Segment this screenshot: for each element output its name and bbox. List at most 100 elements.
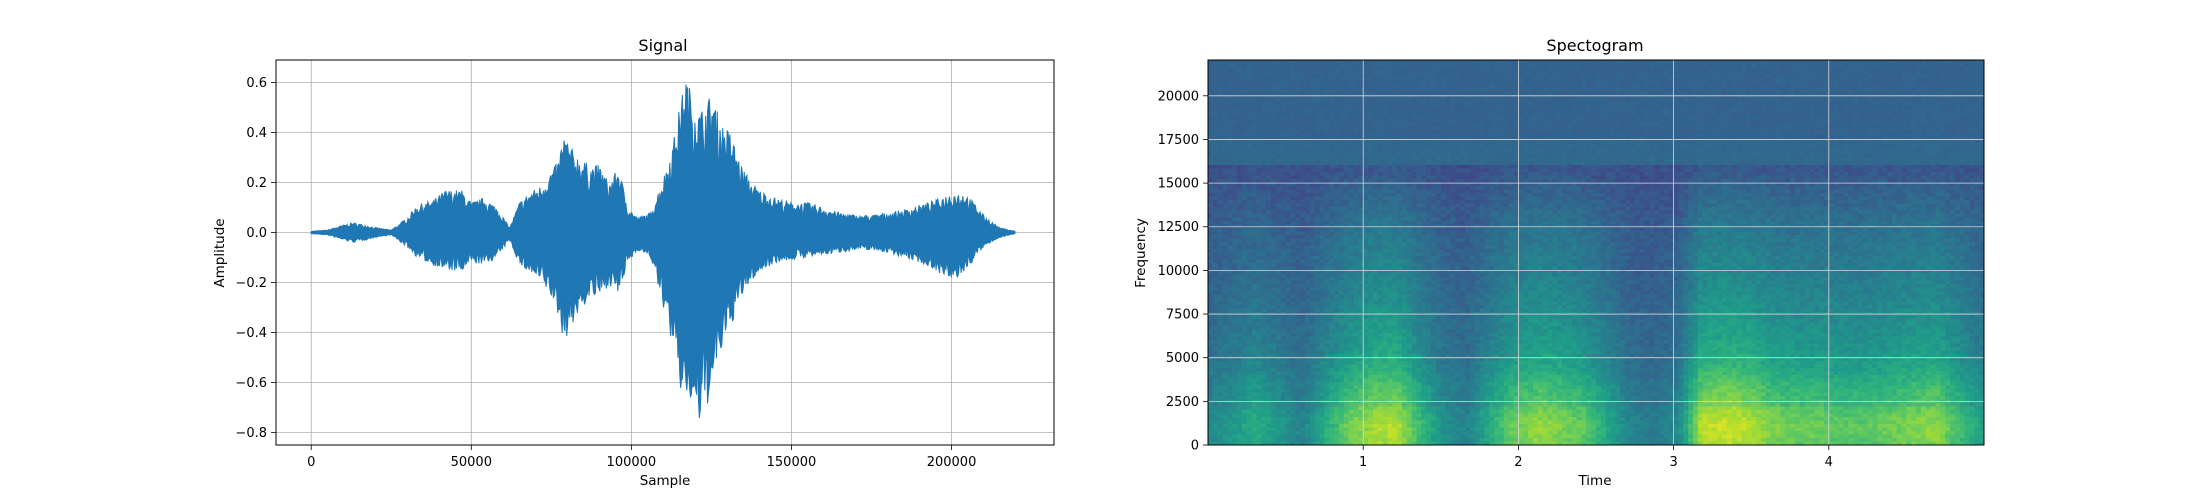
spectrogram-cell <box>1833 126 1840 131</box>
spectrogram-cell <box>1659 77 1665 82</box>
spectrogram-cell <box>1484 74 1490 79</box>
spectrogram-cell <box>1305 95 1311 100</box>
spectrogram-cell <box>1450 102 1456 107</box>
spectrogram-cell <box>1848 88 1854 93</box>
spectrogram-cell <box>1906 102 1912 107</box>
spectrogram-cell <box>1751 147 1757 152</box>
spectrogram-cell <box>1799 95 1806 100</box>
spectrogram-cell <box>1833 130 1840 135</box>
spectrogram-cell <box>1217 161 1224 166</box>
spectrogram-cell <box>1484 70 1490 75</box>
spectrogram-cell <box>1513 154 1519 159</box>
spectrogram-cell <box>1537 165 1544 170</box>
spectrogram-cell <box>1634 88 1641 93</box>
spectrogram-cell <box>1513 77 1519 82</box>
spectrogram-cell <box>1751 158 1757 163</box>
spectrogram-cell <box>1411 154 1418 159</box>
spectrogram-cell <box>1911 130 1917 135</box>
spectrogram-cell <box>1566 77 1573 82</box>
spectrogram-cell <box>1790 105 1796 110</box>
spectrogram-cell <box>1678 70 1684 75</box>
spectrogram-cell <box>1562 154 1568 159</box>
spectrogram-cell <box>1251 126 1258 131</box>
spectrogram-cell <box>1557 109 1563 114</box>
spectrogram-cell <box>1368 81 1374 86</box>
spectrogram-cell <box>1819 123 1825 128</box>
spectrogram-cell <box>1562 88 1568 93</box>
spectrogram-cell <box>1775 95 1781 100</box>
spectrogram-cell <box>1271 154 1277 159</box>
spectrogram-cell <box>1581 102 1587 107</box>
spectrogram-cell <box>1717 144 1723 149</box>
spectrogram-cell <box>1271 130 1277 135</box>
spectrogram-cell <box>1950 140 1956 145</box>
spectrogram-cell <box>1314 133 1321 138</box>
spectrogram-cell <box>1887 119 1893 124</box>
spectrogram-cell <box>1251 109 1258 114</box>
spectrogram-cell <box>1668 109 1675 114</box>
spectrogram-cell <box>1945 77 1951 82</box>
spectrogram-cell <box>1465 112 1471 117</box>
spectrogram-cell <box>1717 165 1723 170</box>
spectrogram-cell <box>1920 116 1927 121</box>
spectrogram-cell <box>1421 102 1427 107</box>
spectrogram-cell <box>1474 151 1481 156</box>
spectrogram-cell <box>1596 109 1602 114</box>
spectrogram-cell <box>1586 63 1592 68</box>
spectrogram-cell <box>1799 105 1806 110</box>
spectrogram-cell <box>1770 102 1777 107</box>
spectrogram-cell <box>1387 133 1393 138</box>
spectrogram-cell <box>1334 140 1340 145</box>
spectrogram-cell <box>1314 109 1321 114</box>
spectrogram-cell <box>1445 158 1452 163</box>
spectrogram-cell <box>1285 70 1292 75</box>
spectrogram-cell <box>1823 88 1830 93</box>
spectrogram-cell <box>1862 123 1869 128</box>
spectrogram-cell <box>1523 81 1529 86</box>
spectrogram-cell <box>1450 109 1456 114</box>
spectrogram-cell <box>1494 144 1500 149</box>
spectrogram-cell <box>1372 67 1379 72</box>
spectrogram-cell <box>1319 165 1325 170</box>
spectrogram-cell <box>1780 165 1786 170</box>
spectrogram-cell <box>1756 140 1762 145</box>
spectrogram-cell <box>1212 105 1219 110</box>
spectrogram-cell <box>1625 158 1631 163</box>
spectrogram-cell <box>1450 133 1456 138</box>
spectrogram-cell <box>1596 81 1602 86</box>
spectrogram-cell <box>1363 60 1369 65</box>
spectrogram-cell <box>1329 70 1335 75</box>
spectrogram-cell <box>1712 81 1718 86</box>
spectrogram-cell <box>1945 98 1951 103</box>
spectrogram-cell <box>1673 60 1680 65</box>
spectrogram-cell <box>1605 158 1612 163</box>
spectrogram-cell <box>1634 67 1641 72</box>
spectrogram-cell <box>1537 112 1544 117</box>
spectrogram-cell <box>1562 60 1568 65</box>
spectrogram-cell <box>1954 123 1961 128</box>
spectrogram-cell <box>1959 95 1966 100</box>
spectrogram-cell <box>1363 147 1369 152</box>
spectrogram-cell <box>1295 105 1301 110</box>
spectrogram-cell <box>1814 91 1820 96</box>
spectrogram-cell <box>1542 74 1549 79</box>
spectrogram-cell <box>1780 98 1786 103</box>
spectrogram-cell <box>1930 112 1937 117</box>
spectrogram-cell <box>1731 144 1738 149</box>
spectrogram-cell <box>1208 95 1214 100</box>
spectrogram-cell <box>1217 126 1224 131</box>
spectrogram-cell <box>1334 60 1340 65</box>
spectrogram-cell <box>1411 77 1418 82</box>
spectrogram-cell <box>1217 77 1224 82</box>
spectrogram-cell <box>1305 154 1311 159</box>
spectrogram-cell <box>1697 130 1704 135</box>
spectrogram-cell <box>1406 74 1413 79</box>
spectrogram-cell <box>1377 154 1384 159</box>
spectrogram-cell <box>1421 154 1427 159</box>
spectrogram-cell <box>1979 70 1984 75</box>
spectrogram-cell <box>1586 151 1592 156</box>
spectrogram-cell <box>1790 130 1796 135</box>
spectrogram-cell <box>1654 70 1660 75</box>
spectrogram-cell <box>1896 133 1903 138</box>
spectrogram-cell <box>1702 70 1709 75</box>
